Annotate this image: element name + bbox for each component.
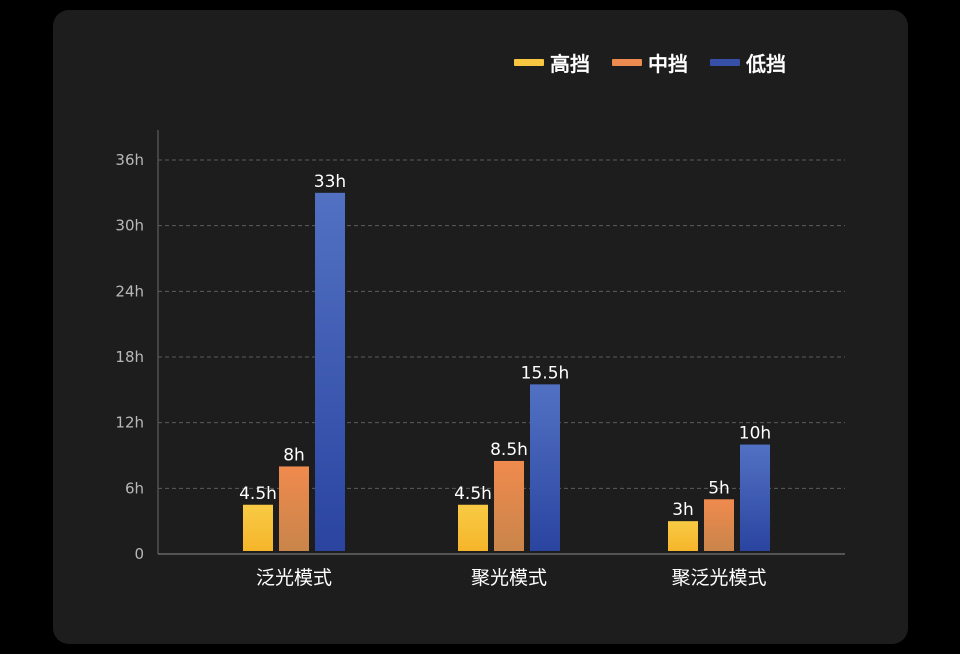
bar — [243, 504, 273, 551]
bar-value-label: 8h — [283, 445, 305, 465]
bar — [668, 521, 698, 551]
y-tick-label: 0 — [134, 545, 144, 563]
bar — [458, 504, 488, 551]
legend-label-low: 低挡 — [746, 52, 786, 76]
bar — [494, 460, 524, 551]
y-tick-label: 36h — [115, 151, 144, 169]
bar — [279, 466, 309, 551]
bar — [315, 192, 345, 552]
legend-swatch-high — [514, 59, 544, 66]
legend-swatch-mid — [612, 59, 642, 66]
y-tick-label: 12h — [115, 414, 144, 432]
y-tick-label: 6h — [125, 479, 144, 497]
bar-value-label: 4.5h — [239, 484, 277, 504]
y-tick-label: 18h — [115, 348, 144, 366]
legend-swatch-low — [710, 59, 740, 66]
bar-value-label: 4.5h — [454, 484, 492, 504]
x-category-label: 聚光模式 — [471, 567, 547, 589]
bar — [704, 499, 734, 551]
x-category-label: 聚泛光模式 — [671, 567, 766, 589]
legend-item-high: 高挡 — [514, 48, 590, 77]
legend-item-mid: 中挡 — [612, 48, 688, 77]
bar — [530, 384, 560, 551]
chart-legend: 高挡 中挡 低挡 — [514, 48, 808, 77]
bar-value-label: 8.5h — [490, 440, 528, 460]
legend-label-mid: 中挡 — [648, 52, 688, 76]
bar-value-label: 33h — [314, 172, 346, 192]
bar-value-label: 10h — [739, 424, 771, 444]
bar-value-label: 15.5h — [521, 363, 570, 383]
bar-value-label: 5h — [708, 478, 730, 498]
y-tick-label: 30h — [115, 217, 144, 235]
bar — [740, 444, 770, 551]
x-category-label: 泛光模式 — [256, 567, 332, 589]
legend-label-high: 高挡 — [550, 52, 590, 76]
legend-item-low: 低挡 — [710, 48, 786, 77]
y-tick-label: 24h — [115, 282, 144, 300]
bar-value-label: 3h — [672, 500, 694, 520]
